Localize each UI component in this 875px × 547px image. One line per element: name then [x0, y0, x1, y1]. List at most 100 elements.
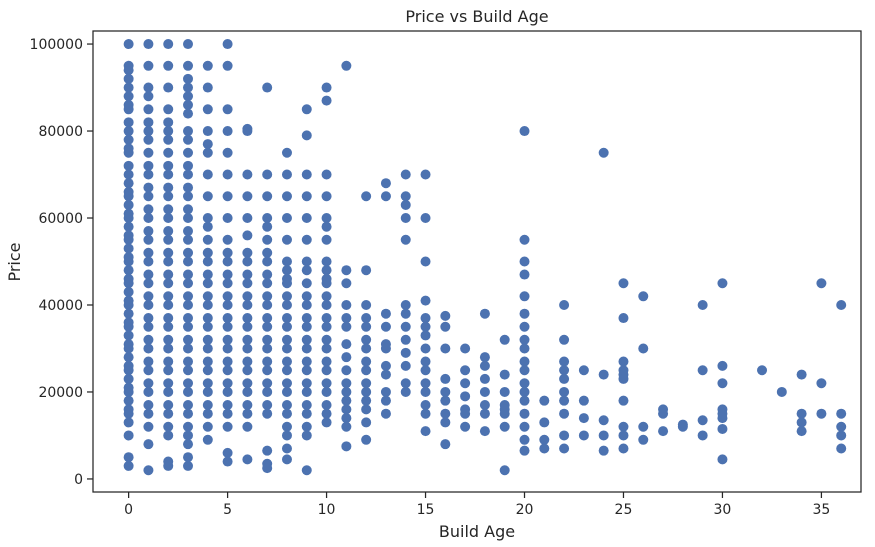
data-point [183, 321, 194, 332]
data-point [400, 321, 411, 332]
data-point [559, 373, 570, 384]
data-point [301, 421, 312, 432]
data-point [301, 191, 312, 202]
chart-title: Price vs Build Age [405, 7, 548, 26]
data-point [242, 343, 253, 354]
data-point [281, 265, 292, 276]
data-point [301, 313, 312, 324]
data-point [618, 430, 629, 441]
data-point [598, 415, 609, 426]
data-point [242, 421, 253, 432]
data-point [183, 278, 194, 289]
data-point [559, 395, 570, 406]
data-point [341, 421, 352, 432]
data-point [163, 39, 174, 50]
data-point [281, 343, 292, 354]
data-point [123, 39, 134, 50]
data-point [717, 378, 728, 389]
data-point [143, 313, 154, 324]
data-point [123, 417, 134, 428]
data-point [123, 330, 134, 341]
data-point [400, 213, 411, 224]
data-point [281, 430, 292, 441]
data-point [281, 213, 292, 224]
data-point [183, 160, 194, 171]
data-point [143, 126, 154, 137]
data-point [559, 365, 570, 376]
y-tick-label: 60000 [38, 211, 83, 227]
data-point [341, 386, 352, 397]
data-point [222, 126, 233, 137]
data-point [321, 256, 332, 267]
data-point [222, 39, 233, 50]
data-point [143, 356, 154, 367]
data-point [301, 430, 312, 441]
data-point [796, 426, 807, 437]
data-point [143, 269, 154, 280]
data-point [479, 386, 490, 397]
data-point [202, 321, 213, 332]
data-point [836, 421, 847, 432]
data-point [519, 308, 530, 319]
data-point [301, 400, 312, 411]
data-point [242, 408, 253, 419]
data-point [618, 278, 629, 289]
data-point [559, 386, 570, 397]
data-point [183, 291, 194, 302]
data-point [400, 378, 411, 389]
data-point [183, 430, 194, 441]
data-point [222, 234, 233, 245]
data-point [420, 169, 431, 180]
data-point [202, 191, 213, 202]
data-point [262, 213, 273, 224]
data-point [143, 117, 154, 128]
data-point [262, 278, 273, 289]
data-point [222, 386, 233, 397]
data-point [183, 400, 194, 411]
data-point [341, 395, 352, 406]
data-point [123, 395, 134, 406]
data-point [242, 126, 253, 137]
data-point [123, 278, 134, 289]
data-point [242, 291, 253, 302]
data-point [183, 169, 194, 180]
data-point [262, 256, 273, 267]
data-point [262, 386, 273, 397]
data-point [143, 343, 154, 354]
data-point [143, 147, 154, 158]
data-point [519, 334, 530, 345]
data-point [400, 234, 411, 245]
data-point [222, 421, 233, 432]
data-point [559, 356, 570, 367]
x-tick-label: 5 [223, 502, 232, 518]
data-point [143, 104, 154, 115]
data-point [321, 400, 332, 411]
data-point [183, 378, 194, 389]
y-tick-label: 100000 [30, 37, 83, 53]
data-point [143, 204, 154, 215]
data-point [341, 278, 352, 289]
data-point [202, 60, 213, 71]
data-point [321, 299, 332, 310]
data-point [539, 395, 550, 406]
y-tick-label: 40000 [38, 298, 83, 314]
data-point [301, 256, 312, 267]
data-point [143, 234, 154, 245]
data-point [222, 299, 233, 310]
data-point [519, 386, 530, 397]
data-point [321, 169, 332, 180]
data-point [183, 452, 194, 463]
data-point [341, 339, 352, 350]
data-point [776, 386, 787, 397]
data-point [242, 454, 253, 465]
data-point [281, 386, 292, 397]
data-point [143, 365, 154, 376]
data-point [143, 39, 154, 50]
data-point [163, 82, 174, 93]
data-point [321, 386, 332, 397]
data-point [143, 408, 154, 419]
data-point [183, 313, 194, 324]
data-point [559, 299, 570, 310]
data-point [301, 130, 312, 141]
data-point [242, 256, 253, 267]
